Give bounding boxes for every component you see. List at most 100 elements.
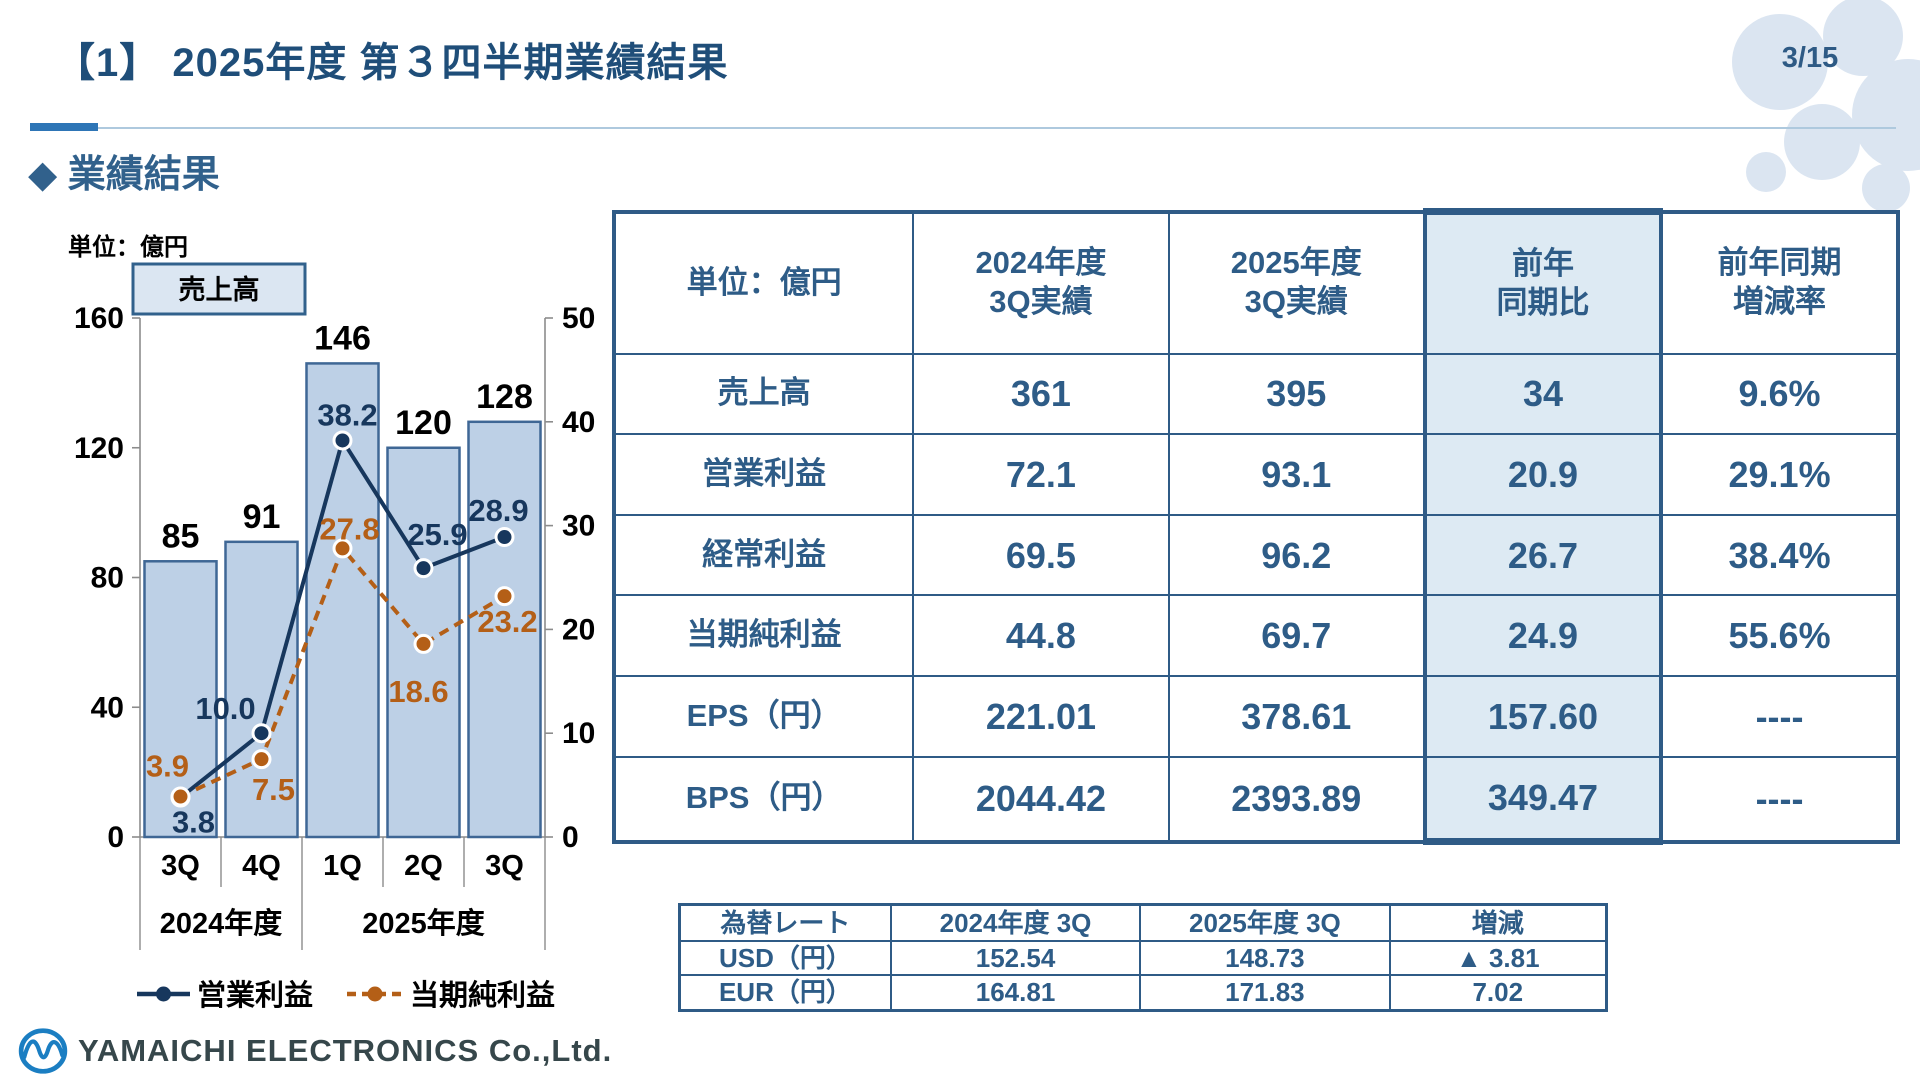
table-cell: 221.01	[912, 674, 1170, 758]
column-header: 単位：億円	[612, 210, 915, 355]
title-underline-accent	[30, 123, 98, 131]
right-axis-tick-label: 30	[562, 510, 595, 543]
column-header: 為替レート	[678, 903, 892, 942]
left-axis-tick-label: 160	[74, 302, 124, 335]
performance-chart-area: 単位：億円 売上高 0 40 80 120 160 0 10 20 30 40 50 85 91 146 120…	[25, 225, 615, 1030]
row-label: 営業利益	[612, 433, 915, 516]
column-header: 2024年度 3Q	[889, 903, 1142, 942]
sales-series-box	[131, 262, 307, 316]
row-label: EUR（円）	[678, 974, 892, 1011]
table-cell: 349.47	[1422, 755, 1664, 845]
table-cell: ----	[1660, 674, 1899, 758]
line-value-label: 38.2	[317, 397, 377, 432]
table-header-row: 為替レート 2024年度 3Q 2025年度 3Q 増減	[678, 903, 1608, 942]
category-label: 3Q	[485, 850, 524, 882]
line-marker	[170, 786, 191, 807]
left-axis-tick-label: 80	[91, 562, 124, 595]
table-cell: 34	[1422, 352, 1664, 436]
row-label: EPS（円）	[612, 674, 915, 758]
table-cell: 361	[912, 352, 1170, 436]
table-cell: 395	[1167, 352, 1426, 436]
table-row: EPS（円） 221.01 378.61 157.60 ----	[612, 674, 1899, 758]
table-cell: 7.02	[1388, 974, 1608, 1011]
table-cell: 9.6%	[1660, 352, 1899, 436]
page-title: 【1】 2025年度 第３四半期業績結果	[55, 41, 729, 85]
table-cell: 26.7	[1422, 513, 1664, 597]
legend-label-operating-profit: 営業利益	[197, 978, 313, 1012]
row-label: 売上高	[612, 352, 915, 436]
column-header: 増減	[1388, 903, 1608, 942]
fx-table-area: 為替レート 2024年度 3Q 2025年度 3Q 増減 USD（円） 152.54 148…	[678, 903, 1608, 1012]
table-row: 当期純利益 44.8 69.7 24.9 55.6%	[612, 594, 1899, 677]
line-value-label: 18.6	[388, 674, 448, 709]
line-marker	[413, 633, 434, 654]
left-axis-tick-label: 120	[74, 432, 124, 465]
line-value-label: 25.9	[407, 517, 467, 552]
chart-unit-label: 単位：億円	[68, 233, 188, 261]
title-underline	[30, 127, 1896, 129]
line-value-label: 28.9	[468, 493, 528, 528]
table-cell: 24.9	[1422, 594, 1664, 677]
line-marker	[251, 723, 272, 744]
table-row: 売上高 361 395 34 9.6%	[612, 352, 1899, 436]
right-axis-tick-label: 20	[562, 613, 595, 646]
table-cell: 378.61	[1167, 674, 1426, 758]
column-header: 前年 同期比	[1422, 208, 1664, 355]
category-label: 3Q	[161, 850, 200, 882]
table-row: 営業利益 72.1 93.1 20.9 29.1%	[612, 433, 1899, 516]
line-marker	[332, 430, 353, 451]
legend-marker	[156, 986, 171, 1002]
section-heading: ◆ 業績結果	[28, 154, 220, 196]
row-label: 経常利益	[612, 513, 915, 597]
category-group-label: 2024年度	[160, 906, 283, 940]
table-cell: 69.7	[1167, 594, 1426, 677]
table-cell: 44.8	[912, 594, 1170, 677]
column-header: 2025年度 3Q実績	[1167, 210, 1426, 355]
exchange-rate-table: 為替レート 2024年度 3Q 2025年度 3Q 増減 USD（円） 152.54 148…	[678, 903, 1608, 1012]
table-cell: 152.54	[889, 939, 1142, 976]
legend-marker	[367, 986, 383, 1002]
bar-value-label: 91	[243, 498, 281, 536]
table-cell: 157.60	[1422, 674, 1664, 758]
table-cell: 171.83	[1139, 974, 1391, 1011]
category-group-label: 2025年度	[362, 906, 485, 940]
table-cell: 29.1%	[1660, 433, 1899, 516]
results-table-area: 単位：億円 2024年度 3Q実績 2025年度 3Q実績 前年 同期比 前年同期 増減率 売上高…	[612, 208, 1900, 845]
blob-shapes-icon	[1732, 0, 1920, 212]
table-row: EUR（円） 164.81 171.83 7.02	[678, 974, 1608, 1011]
corner-blob-decoration	[1660, 0, 1920, 215]
table-cell: 55.6%	[1660, 594, 1899, 677]
table-cell: 2393.89	[1167, 755, 1426, 843]
line-value-label: 10.0	[195, 691, 255, 726]
footer-logo: YAMAICHI ELECTRONICS Co.,Ltd.	[18, 1026, 612, 1076]
line-value-label: 3.9	[146, 749, 189, 784]
bar-value-label: 85	[162, 517, 200, 555]
sales-bar	[467, 420, 542, 839]
yamaichi-logo-icon	[18, 1028, 68, 1074]
category-label: 4Q	[242, 850, 281, 882]
left-axis-tick-label: 40	[91, 691, 124, 724]
line-marker	[251, 749, 272, 770]
line-value-label: 7.5	[252, 772, 295, 807]
table-cell: 164.81	[889, 974, 1142, 1011]
line-value-label: 27.8	[319, 511, 379, 546]
sales-series-box-label: 売上高	[179, 274, 260, 305]
bar-value-label: 128	[476, 378, 533, 416]
bar-value-label: 146	[314, 319, 371, 357]
table-cell: ▲ 3.81	[1388, 939, 1608, 976]
line-marker	[332, 538, 353, 559]
right-axis-tick-label: 50	[562, 302, 595, 335]
table-header-row: 単位：億円 2024年度 3Q実績 2025年度 3Q実績 前年 同期比 前年同期 増減率	[612, 208, 1899, 355]
line-marker	[494, 527, 515, 548]
table-cell: ----	[1660, 755, 1899, 843]
column-header: 前年同期 増減率	[1660, 210, 1899, 355]
table-cell: 38.4%	[1660, 513, 1899, 597]
table-cell: 148.73	[1139, 939, 1391, 976]
table-cell: 2044.42	[912, 755, 1170, 843]
table-cell: 96.2	[1167, 513, 1426, 597]
row-label: USD（円）	[678, 939, 892, 976]
table-cell: 20.9	[1422, 433, 1664, 516]
column-header: 2024年度 3Q実績	[912, 210, 1170, 355]
table-row: USD（円） 152.54 148.73 ▲ 3.81	[678, 939, 1608, 976]
